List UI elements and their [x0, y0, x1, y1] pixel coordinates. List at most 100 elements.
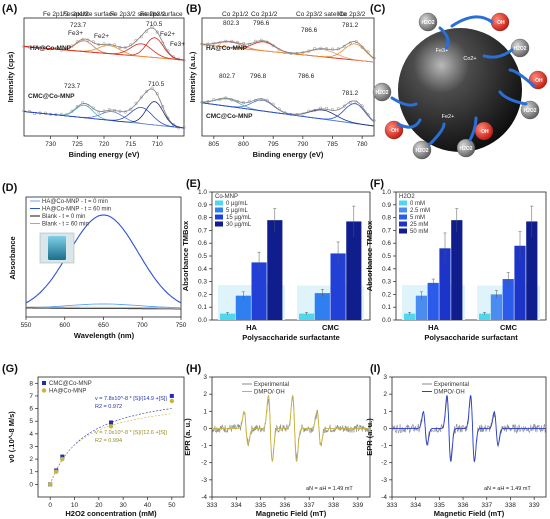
cmc-co-data-point: [230, 98, 234, 102]
panel-b-frame: [201, 17, 375, 137]
annotation-b-7: 781.2: [342, 22, 359, 29]
ha-co-data-point: [236, 40, 240, 44]
x-tick-label: 715: [125, 141, 136, 148]
legend-label: 15 µg/mL: [226, 215, 252, 221]
panel-g-plot: 0 10 20 30 40 50 0 1 2 3 4 5 6 7 8 CMC@Co-MNP HA@Co-MNP: [29, 380, 175, 509]
y-tick-label: 0.8: [198, 215, 207, 222]
bar: [427, 282, 439, 320]
y-tick-label: 2: [29, 456, 33, 463]
legend-label: 2.5 mM: [410, 208, 430, 214]
y-tick-label: 0.2: [198, 291, 207, 298]
panel-label-f: (F): [370, 178, 384, 190]
series-line-blank-t60: [26, 306, 181, 308]
y-tick-label: 0.6: [198, 240, 207, 247]
x-tick-label: 730: [45, 141, 56, 148]
cmc-co-data-point: [224, 96, 228, 100]
x-tick-label: 50: [168, 502, 176, 509]
y-tick-label: 3: [383, 374, 387, 381]
legend-label: HA@Co-MNP - t = 60 min: [42, 207, 111, 213]
cmc-co-data-point: [206, 99, 210, 103]
panel-label-h: (H): [186, 363, 202, 375]
cmc-co-component-peak: [201, 102, 375, 123]
x-tick-label: 336: [279, 502, 290, 509]
panel-d-curves: [25, 214, 182, 310]
panel-a-curves: [22, 25, 186, 130]
y-tick-label: -3: [381, 477, 387, 484]
data-point: [54, 469, 59, 474]
panel-label-i: (I): [370, 363, 381, 375]
legend-label: 0 mM: [410, 201, 425, 207]
legend-label: 0 µg/mL: [226, 201, 248, 207]
ha-co-data-point: [319, 46, 323, 50]
annotation-a-3: Fe3+: [68, 30, 83, 37]
y-tick-label: 6: [29, 406, 33, 413]
ha-co-data-point: [271, 44, 275, 48]
annotation-b-1: 802.3: [223, 20, 240, 27]
x-tick-label: 335: [434, 502, 445, 509]
cmc-co-data-point: [354, 100, 358, 104]
y-tick-label: 0.7: [382, 227, 391, 234]
y-tick-label: 0.3: [382, 279, 391, 286]
ha-co-data-point: [277, 48, 281, 52]
x-tick-label: 334: [410, 502, 421, 509]
x-tick-label: 720: [99, 141, 110, 148]
simulated-spectrum: [212, 395, 370, 462]
legend-label: 25 mM: [410, 222, 428, 228]
annotation-a-7: 710.5: [146, 21, 163, 28]
bar: [439, 248, 451, 320]
legend-swatch: [215, 221, 223, 227]
cmc-co-data-point: [218, 98, 222, 102]
ha-co-data-point: [313, 46, 317, 51]
y-tick-label: 0.8: [382, 215, 391, 222]
series-line-ha-t0: [25, 303, 182, 309]
annotation-a-2: 723.7: [70, 22, 87, 29]
panel-i-frame: [391, 376, 547, 498]
ha-co-data-point: [372, 56, 376, 60]
y-tick-label: 0.5: [382, 253, 391, 260]
cmc-co-data-point: [325, 106, 329, 110]
x-tick-label: 337: [481, 502, 492, 509]
panel-f-xlabel: Polysaccharide surfactant: [424, 333, 518, 342]
cmc-fe-data-point: [150, 86, 154, 90]
cmc-co-data-point: [336, 107, 340, 111]
panel-a: (A) Binding energy (eV) Intensity (cps) …: [2, 3, 186, 159]
y-tick-label: 0.7: [198, 227, 207, 234]
peroxide-ball: [418, 12, 438, 32]
cmc-co-data-point: [241, 101, 246, 105]
cmc-fe-data-point: [129, 107, 133, 111]
legend-label: 5 mM: [410, 215, 425, 221]
bar: [314, 293, 330, 320]
panel-b-ylabel: Intensity (a.u.): [188, 51, 197, 102]
ha-co-data-point: [230, 39, 234, 43]
annotation-a-0: Fe 2p1/2 satellite surface: [43, 11, 116, 18]
y-tick-label: -1: [201, 443, 207, 450]
cmc-co-data-point: [348, 100, 352, 104]
x-tick-label: 339: [529, 502, 540, 509]
scheme-ion-label: Fe3+: [436, 48, 449, 54]
panel-e-bars: 0.0 0.1 0.2 0.3 0.4 0.5 0.6 0.7 0.8 0.9 1.0 HA CMC Co…: [198, 189, 364, 332]
x-tick-label: 780: [357, 141, 368, 148]
ha-co-data-point: [342, 44, 346, 48]
series-line-ha-t60: [25, 214, 182, 304]
peroxide-ball: [456, 138, 476, 158]
legend-swatch: [399, 207, 407, 213]
legend-title: Co-MNP: [215, 194, 238, 200]
ha-fe-data-point: [139, 35, 143, 39]
legend-label: Blank - t = 0 min: [42, 214, 86, 220]
scheme-molecule-label: ·OH: [389, 128, 399, 134]
ha-fe-data-point: [102, 42, 106, 46]
y-tick-label: 0: [29, 481, 33, 488]
cmc-co-data-point: [200, 100, 204, 104]
cmc-fe-data-point: [123, 110, 127, 114]
cmc-fe-data-point: [118, 109, 122, 113]
ha-co-data-point: [289, 51, 293, 56]
scheme-molecules: H2O2 ·OH H2O2 H2O2 ·OH H2O2 H2O2 ·OH H2O2 ·OH Fe3+…: [372, 12, 548, 160]
category-label: HA: [428, 323, 439, 332]
legend-swatch: [42, 381, 46, 385]
legend-label: DMPO/·OH: [254, 390, 285, 396]
ha-fe-data-point: [91, 40, 95, 44]
cmc-co-data-point: [295, 112, 299, 117]
legend-swatch: [41, 388, 47, 393]
panel-label-e: (E): [186, 178, 201, 190]
